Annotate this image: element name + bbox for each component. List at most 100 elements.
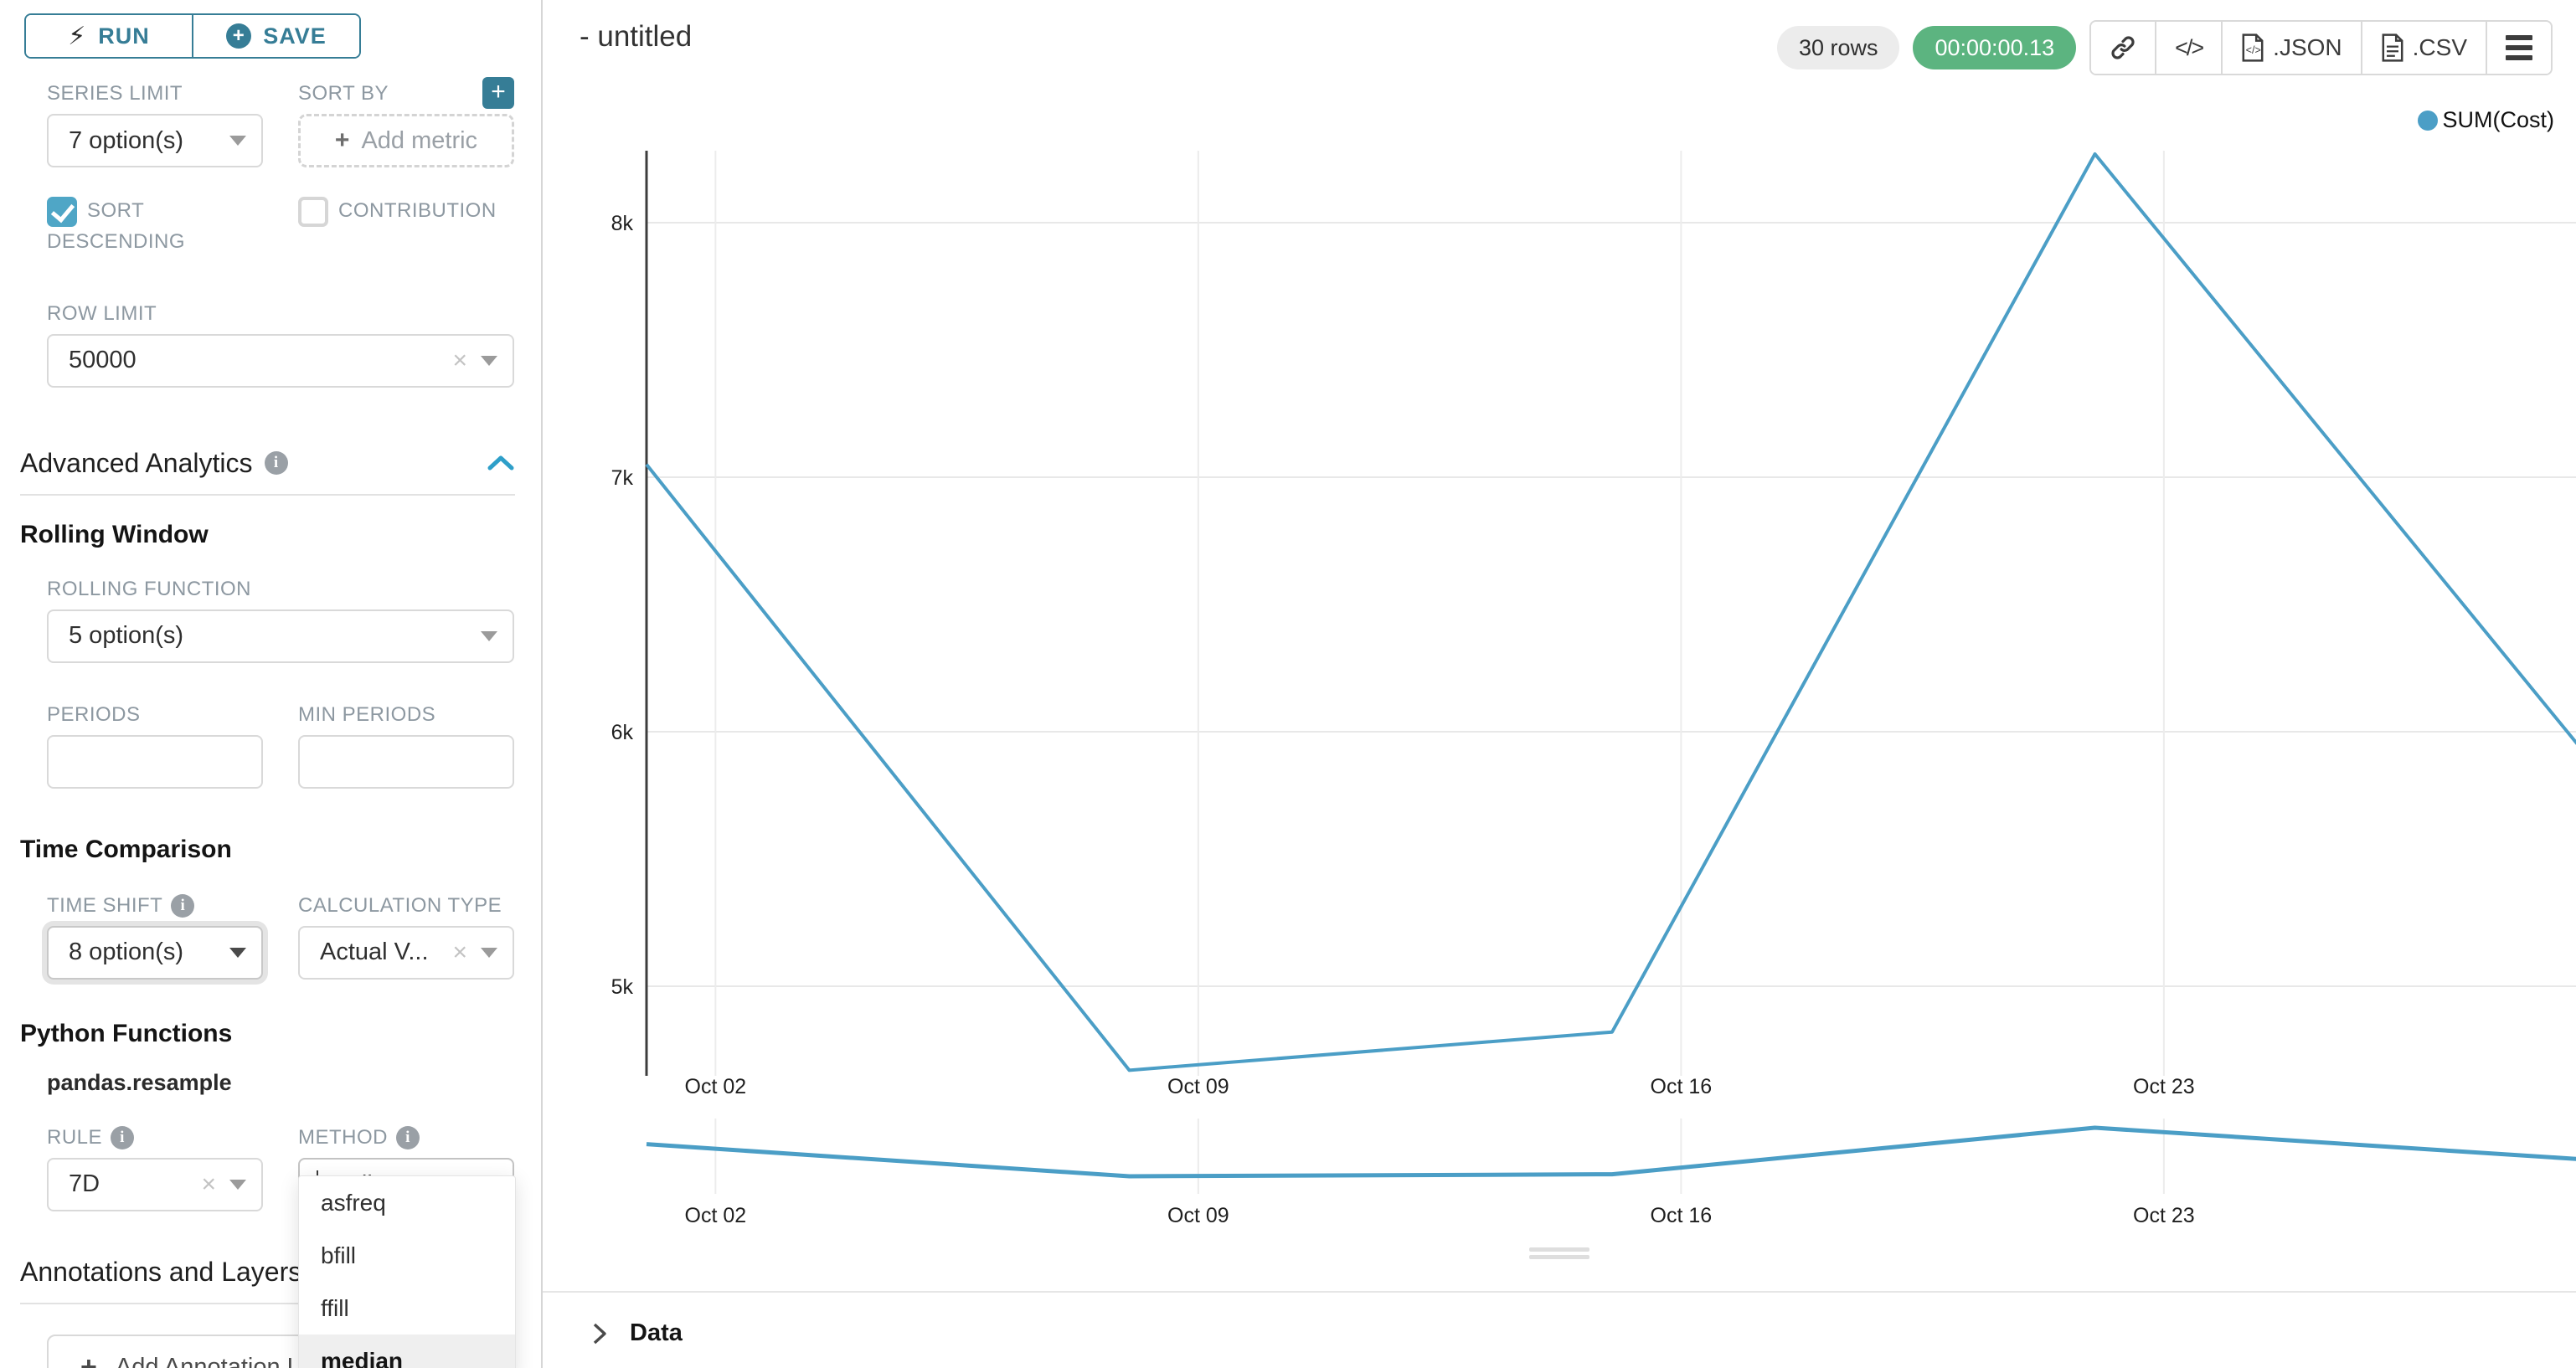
chevron-down-icon	[481, 355, 497, 366]
calculation-type-label: CALCULATION TYPE	[298, 893, 502, 917]
csv-file-icon	[2382, 33, 2403, 62]
time-range-preview-chart[interactable]: Oct 02 Oct 09 Oct 16 Oct 23	[543, 1119, 2576, 1236]
control-panel: ⚡︎ RUN + SAVE SERIES LIMIT 7 option(s)	[0, 0, 543, 1368]
sort-descending-label: SORT DESCENDING	[47, 199, 186, 253]
contribution-checkbox[interactable]	[298, 196, 328, 227]
rule-select[interactable]: 7D ×	[47, 1157, 263, 1211]
calculation-type-select[interactable]: Actual V... ×	[298, 925, 514, 980]
method-dropdown-menu: asfreq bfill ffill median	[298, 1175, 516, 1368]
chart-container: - untitled 30 rows 00:00:00.13 </>	[543, 0, 2576, 1368]
method-option-asfreq[interactable]: asfreq	[299, 1176, 515, 1229]
chart-menu-button[interactable]	[2487, 22, 2551, 74]
plus-circle-icon: +	[226, 23, 252, 49]
method-label: METHOD	[298, 1125, 388, 1149]
json-file-icon: </>	[2242, 33, 2264, 62]
clear-icon[interactable]: ×	[452, 346, 467, 374]
svg-text:Oct 16: Oct 16	[1651, 1075, 1713, 1098]
svg-text:8k: 8k	[611, 212, 634, 235]
chevron-right-icon	[593, 1323, 606, 1344]
share-link-button[interactable]	[2091, 22, 2157, 74]
pandas-resample-label: pandas.resample	[47, 1069, 232, 1095]
svg-text:5k: 5k	[611, 975, 634, 999]
svg-text:Oct 09: Oct 09	[1167, 1075, 1229, 1098]
hamburger-icon	[2506, 35, 2532, 60]
lightning-icon: ⚡︎	[68, 22, 87, 50]
svg-text:6k: 6k	[611, 721, 634, 744]
chart-title[interactable]: - untitled	[580, 20, 693, 53]
rolling-function-label: ROLLING FUNCTION	[47, 577, 252, 600]
info-icon: i	[396, 1125, 420, 1149]
method-option-median[interactable]: median	[299, 1335, 515, 1368]
legend-series-label: SUM(Cost)	[2442, 107, 2555, 132]
resize-drag-handle[interactable]	[1529, 1247, 1589, 1263]
chart-legend[interactable]: SUM(Cost)	[2417, 107, 2555, 133]
annotations-title: Annotations and Layers	[20, 1256, 302, 1287]
rolling-window-title: Rolling Window	[20, 520, 209, 548]
svg-text:Oct 23: Oct 23	[2133, 1204, 2195, 1227]
run-button-label: RUN	[98, 23, 150, 49]
add-metric-label: Add metric	[361, 126, 478, 154]
annotations-header[interactable]: Annotations and Layers	[20, 1257, 515, 1288]
row-limit-label: ROW LIMIT	[47, 301, 157, 325]
svg-text:Oct 09: Oct 09	[1167, 1204, 1229, 1227]
info-icon: i	[171, 893, 195, 918]
svg-text:Oct 02: Oct 02	[685, 1204, 747, 1227]
method-option-ffill[interactable]: ffill	[299, 1282, 515, 1335]
data-panel: Data	[543, 1291, 2576, 1368]
add-metric-button[interactable]: + Add metric	[298, 114, 514, 167]
export-toolbar: </> </> .JSON	[2089, 20, 2553, 75]
time-shift-select[interactable]: 8 option(s)	[47, 925, 263, 980]
save-button-label: SAVE	[263, 23, 327, 49]
python-functions-title: Python Functions	[20, 1019, 233, 1047]
time-shift-label: TIME SHIFT	[47, 893, 163, 917]
sort-descending-checkbox[interactable]	[47, 196, 77, 227]
row-count-badge: 30 rows	[1776, 26, 1900, 69]
embed-code-button[interactable]: </>	[2156, 22, 2223, 74]
info-icon: i	[264, 451, 288, 476]
plus-icon: +	[334, 126, 350, 154]
chevron-down-icon	[229, 136, 246, 146]
collapse-chevron-up-icon[interactable]	[487, 454, 515, 472]
divider	[20, 493, 515, 496]
chevron-down-icon	[481, 630, 497, 641]
info-icon: i	[111, 1125, 135, 1149]
series-limit-select[interactable]: 7 option(s)	[47, 114, 263, 167]
export-json-button[interactable]: </> .JSON	[2223, 22, 2362, 74]
sort-by-label: SORT BY	[298, 82, 389, 105]
main-line-chart[interactable]: 8k 7k 6k 5k Oct 02 Oct 09 Oct 16 Oct 23	[543, 92, 2576, 1119]
query-timer-badge: 00:00:00.13	[1913, 26, 2077, 69]
chevron-down-icon	[481, 947, 497, 958]
save-button[interactable]: + SAVE	[193, 15, 359, 57]
contribution-label: CONTRIBUTION	[338, 199, 497, 222]
svg-text:Oct 16: Oct 16	[1651, 1204, 1713, 1227]
chevron-down-icon	[229, 947, 246, 958]
code-icon: </>	[2175, 34, 2204, 60]
data-panel-title: Data	[630, 1319, 683, 1346]
periods-label: PERIODS	[47, 702, 141, 726]
run-button[interactable]: ⚡︎ RUN	[26, 15, 193, 57]
legend-series-dot	[2417, 110, 2438, 131]
rolling-function-select[interactable]: 5 option(s)	[47, 609, 514, 663]
add-annotation-layer-label: Add Annotation Layer	[115, 1354, 348, 1368]
advanced-analytics-header[interactable]: Advanced Analytics i	[20, 448, 515, 479]
export-csv-label: .CSV	[2412, 34, 2467, 60]
clear-icon[interactable]: ×	[201, 1170, 216, 1198]
plus-icon: +	[80, 1351, 97, 1368]
chevron-down-icon	[229, 1179, 246, 1190]
row-limit-select[interactable]: 50000 ×	[47, 333, 514, 388]
time-comparison-title: Time Comparison	[20, 835, 232, 863]
clear-icon[interactable]: ×	[452, 938, 467, 966]
min-periods-label: MIN PERIODS	[298, 702, 436, 726]
export-json-label: .JSON	[2273, 34, 2342, 60]
min-periods-input[interactable]	[298, 734, 514, 789]
series-limit-label: SERIES LIMIT	[47, 82, 183, 105]
method-option-bfill[interactable]: bfill	[299, 1229, 515, 1282]
export-csv-button[interactable]: .CSV	[2362, 22, 2487, 74]
add-sort-metric-button[interactable]: +	[482, 77, 514, 109]
advanced-analytics-title: Advanced Analytics	[20, 447, 253, 478]
svg-text:</>: </>	[2246, 44, 2261, 56]
periods-input[interactable]	[47, 734, 263, 789]
svg-text:7k: 7k	[611, 466, 634, 490]
svg-text:Oct 23: Oct 23	[2133, 1075, 2195, 1098]
data-panel-toggle[interactable]: Data	[591, 1319, 2576, 1347]
